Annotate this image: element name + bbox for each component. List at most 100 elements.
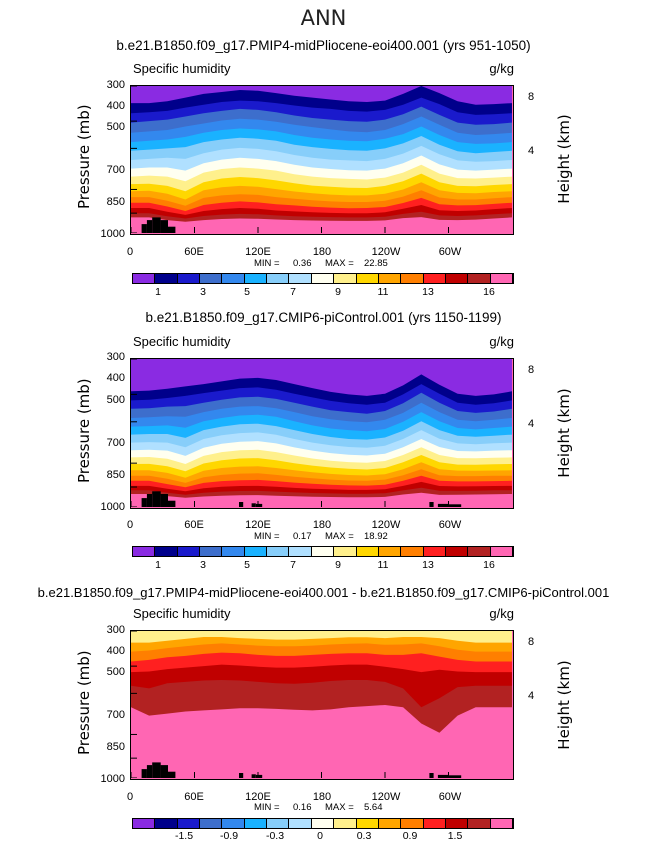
panel-2-ytick-700: 700 bbox=[106, 437, 125, 449]
terrain-block bbox=[168, 771, 176, 778]
colorbar-cell bbox=[423, 274, 446, 283]
panel-3-xtick-120w: 120W bbox=[371, 791, 401, 803]
terrain-block bbox=[168, 226, 176, 233]
terrain-block bbox=[437, 774, 449, 778]
colorbar-cell bbox=[222, 274, 245, 283]
terrain-block bbox=[239, 502, 244, 507]
panel-1-cbar-label-7: 7 bbox=[290, 286, 296, 298]
panel-2-cbar-label-16: 16 bbox=[483, 559, 495, 571]
panel-2-plot-area bbox=[130, 358, 514, 509]
panel-3-xtick-180: 180 bbox=[312, 791, 332, 803]
panel-1-xtick-120w: 120W bbox=[371, 246, 401, 258]
panel-3-max-value: 5.64 bbox=[364, 802, 383, 813]
page-title: ANN bbox=[300, 6, 347, 30]
colorbar-cell bbox=[133, 819, 156, 828]
panel-2-cbar-label-9: 9 bbox=[335, 559, 341, 571]
panel-1-variable: Specific humidity bbox=[133, 61, 231, 76]
colorbar-cell bbox=[267, 819, 290, 828]
terrain-block bbox=[429, 773, 434, 778]
panel-1-ytick-850: 850 bbox=[106, 196, 125, 208]
panel-2-cbar-label-13: 13 bbox=[422, 559, 434, 571]
panel-2-cbar-label-7: 7 bbox=[290, 559, 296, 571]
panel-2-contours bbox=[131, 359, 512, 507]
colorbar-cell bbox=[155, 819, 178, 828]
panel-3-ytick-1000: 1000 bbox=[100, 773, 125, 785]
panel-3-cbar-label-0.3: 0.3 bbox=[356, 830, 372, 842]
colorbar-cell bbox=[267, 274, 290, 283]
panel-2-units: g/kg bbox=[489, 334, 514, 349]
terrain-block bbox=[141, 769, 147, 778]
terrain-block bbox=[255, 774, 263, 778]
panel-2-min-value: 0.17 bbox=[293, 531, 312, 542]
panel-3-ytick-300: 300 bbox=[106, 624, 125, 636]
panel-2-ylabel: Pressure (mb) bbox=[75, 378, 93, 483]
panel-2-xtick-180: 180 bbox=[312, 519, 332, 531]
terrain-block bbox=[146, 494, 153, 507]
contour-band-level-0 bbox=[131, 359, 512, 396]
panel-1-min-label: MIN = bbox=[254, 258, 280, 269]
terrain-block bbox=[146, 765, 153, 778]
colorbar-cell bbox=[378, 547, 402, 556]
colorbar-cell bbox=[334, 274, 357, 283]
panel-3-variable: Specific humidity bbox=[133, 606, 231, 621]
panel-1-rtick-8: 8 bbox=[528, 91, 535, 103]
terrain-block bbox=[160, 220, 168, 233]
panel-3-units: g/kg bbox=[489, 606, 514, 621]
panel-2-ytick-400: 400 bbox=[106, 372, 125, 384]
panel-1-cbar-label-16: 16 bbox=[483, 286, 495, 298]
colorbar-cell bbox=[356, 819, 379, 828]
colorbar-cell bbox=[200, 274, 223, 283]
panel-3-ytick-500: 500 bbox=[106, 666, 125, 678]
panel-1-rtick-4: 4 bbox=[528, 145, 535, 157]
terrain-block bbox=[152, 762, 161, 778]
panel-2-variable: Specific humidity bbox=[133, 334, 231, 349]
panel-3-cbar-label-0: 0 bbox=[317, 830, 323, 842]
panel-3-rtick-4: 4 bbox=[528, 690, 535, 702]
panel-2-xtick-60w: 60W bbox=[438, 519, 462, 531]
colorbar-cell bbox=[378, 274, 402, 283]
colorbar-cell bbox=[200, 547, 223, 556]
panel-3-xtick-0: 0 bbox=[126, 791, 134, 803]
panel-1-plot-area bbox=[130, 85, 514, 235]
colorbar-cell bbox=[244, 274, 268, 283]
panel-1-cbar-label-13: 13 bbox=[422, 286, 434, 298]
contour-band-level-0 bbox=[131, 86, 512, 105]
colorbar-cell bbox=[311, 819, 335, 828]
panel-1-ytick-700: 700 bbox=[106, 164, 125, 176]
colorbar-cell bbox=[289, 547, 312, 556]
panel-3-ytick-700: 700 bbox=[106, 709, 125, 721]
panel-1-ytick-1000: 1000 bbox=[100, 228, 125, 240]
panel-2-title: b.e21.B1850.f09_g17.CMIP6-piControl.001 … bbox=[145, 310, 502, 325]
panel-1-cbar-label-3: 3 bbox=[200, 286, 206, 298]
panel-1-ytick-400: 400 bbox=[106, 100, 125, 112]
colorbar-cell bbox=[468, 547, 491, 556]
colorbar-cell bbox=[423, 547, 446, 556]
terrain-block bbox=[160, 765, 168, 778]
colorbar-cell bbox=[468, 819, 491, 828]
panel-2-rtick-8: 8 bbox=[528, 364, 535, 376]
terrain-block bbox=[251, 503, 256, 507]
panel-1-colorbar bbox=[132, 273, 514, 284]
colorbar-cell bbox=[445, 819, 469, 828]
colorbar-cell bbox=[177, 547, 201, 556]
panel-2-xtick-120w: 120W bbox=[371, 519, 401, 531]
colorbar-cell bbox=[401, 274, 424, 283]
colorbar-cell bbox=[133, 547, 156, 556]
panel-2-ytick-500: 500 bbox=[106, 394, 125, 406]
panel-3-title: b.e21.B1850.f09_g17.PMIP4-midPliocene-eo… bbox=[37, 585, 610, 600]
panel-3-contours bbox=[131, 631, 512, 778]
panel-3-cbar-label-1.5: 1.5 bbox=[447, 830, 463, 842]
colorbar-cell bbox=[401, 547, 424, 556]
terrain-block bbox=[448, 775, 462, 778]
panel-2-rtick-4: 4 bbox=[528, 418, 535, 430]
colorbar-cell bbox=[177, 819, 201, 828]
colorbar-cell bbox=[490, 274, 513, 283]
colorbar-cell bbox=[401, 819, 424, 828]
panel-1-max-label: MAX = bbox=[325, 258, 354, 269]
terrain-block bbox=[437, 503, 449, 507]
panel-2-cbar-label-11: 11 bbox=[377, 559, 389, 571]
panel-2-cbar-label-3: 3 bbox=[200, 559, 206, 571]
colorbar-cell bbox=[222, 819, 245, 828]
panel-2-ytick-300: 300 bbox=[106, 351, 125, 363]
panel-1-min-value: 0.36 bbox=[293, 258, 312, 269]
